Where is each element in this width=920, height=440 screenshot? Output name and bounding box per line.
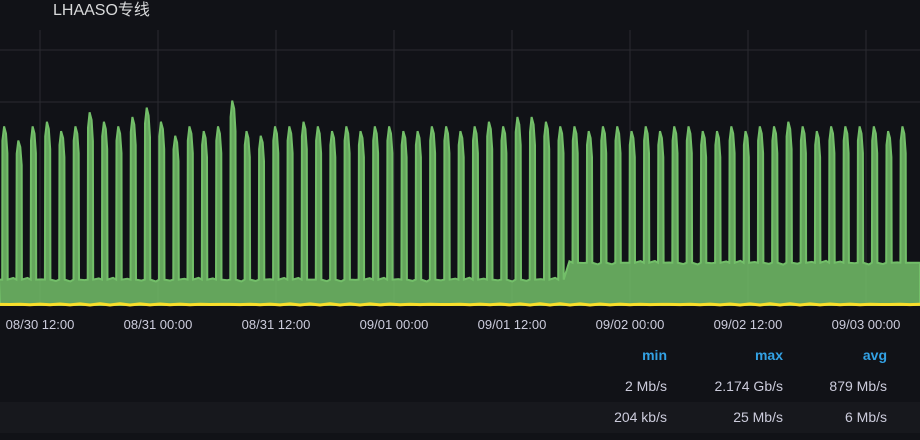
x-axis: 08/30 12:00 08/31 00:00 08/31 12:00 09/01 0… bbox=[6, 317, 901, 332]
series-yellow-line bbox=[0, 302, 920, 307]
x-tick-label: 09/02 00:00 bbox=[596, 317, 665, 332]
legend-header-avg[interactable]: avg bbox=[862, 347, 887, 363]
legend-max: 2.174 Gb/s bbox=[714, 378, 784, 394]
legend-header-min[interactable]: min bbox=[642, 347, 667, 363]
legend-max: 25 Mb/s bbox=[733, 409, 783, 425]
panel-title: LHAASO专线 bbox=[53, 2, 150, 19]
legend-header: min max avg bbox=[0, 340, 920, 371]
legend-row: 2 Mb/s 2.174 Gb/s 879 Mb/s bbox=[0, 371, 920, 402]
legend-header-max[interactable]: max bbox=[754, 347, 783, 363]
legend-table: min max avg 2 Mb/s 2.174 Gb/s 879 Mb/s 2… bbox=[0, 340, 920, 433]
legend-min: 2 Mb/s bbox=[624, 378, 667, 394]
legend-row: 204 kb/s 25 Mb/s 6 Mb/s bbox=[0, 402, 920, 433]
legend-min: 204 kb/s bbox=[614, 409, 667, 425]
x-tick-label: 09/01 12:00 bbox=[478, 317, 547, 332]
x-tick-label: 09/03 00:00 bbox=[832, 317, 901, 332]
series-green-area bbox=[0, 100, 920, 306]
x-tick-label: 08/31 00:00 bbox=[124, 317, 193, 332]
x-tick-label: 08/30 12:00 bbox=[6, 317, 75, 332]
legend-avg: 6 Mb/s bbox=[844, 409, 887, 425]
series-layer bbox=[0, 100, 920, 307]
legend-avg: 879 Mb/s bbox=[829, 378, 887, 394]
x-tick-label: 08/31 12:00 bbox=[242, 317, 311, 332]
x-tick-label: 09/01 00:00 bbox=[360, 317, 429, 332]
x-tick-label: 09/02 12:00 bbox=[714, 317, 783, 332]
time-series-chart: 08/30 12:00 08/31 00:00 08/31 12:00 09/01 0… bbox=[0, 30, 920, 332]
